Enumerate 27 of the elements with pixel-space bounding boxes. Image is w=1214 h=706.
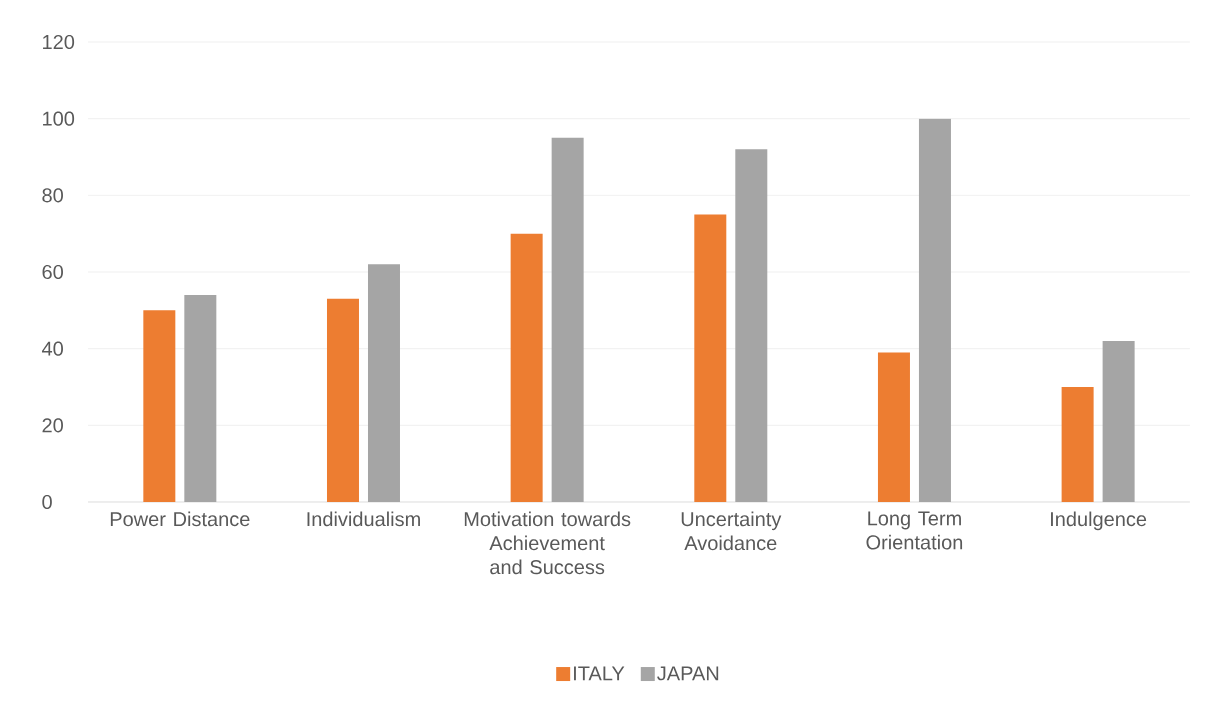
bar bbox=[184, 295, 217, 502]
bar bbox=[326, 298, 359, 502]
x-tick-label: Motivation towards Achievement and Success bbox=[464, 511, 631, 575]
y-tick-label: 60 bbox=[42, 264, 63, 280]
x-tick-label: Indulgence bbox=[1051, 511, 1147, 531]
bar bbox=[143, 310, 176, 502]
bar bbox=[1102, 341, 1135, 502]
legend-label: JAPAN bbox=[657, 666, 719, 681]
bar bbox=[551, 137, 584, 502]
x-tick-label: Uncertainty Avoidance bbox=[681, 511, 782, 551]
y-tick-label: 80 bbox=[42, 188, 63, 203]
y-tick-label: 100 bbox=[43, 111, 75, 126]
x-tick-label: Individualism bbox=[307, 511, 420, 527]
y-tick-label: 0 bbox=[42, 494, 52, 510]
y-tick-label: 40 bbox=[41, 341, 63, 356]
bar bbox=[918, 118, 951, 502]
bar bbox=[1061, 387, 1094, 502]
bar bbox=[877, 352, 910, 502]
bar bbox=[735, 149, 768, 502]
x-tick-label: Long Term Orientation bbox=[866, 511, 963, 550]
bar bbox=[694, 214, 727, 502]
y-tick-label: 120 bbox=[43, 34, 75, 50]
legend-label: ITALY bbox=[574, 666, 625, 681]
x-tick-label: Power Distance bbox=[110, 511, 250, 527]
bar bbox=[367, 264, 400, 502]
bar bbox=[510, 233, 543, 502]
y-tick-label: 20 bbox=[42, 418, 63, 433]
